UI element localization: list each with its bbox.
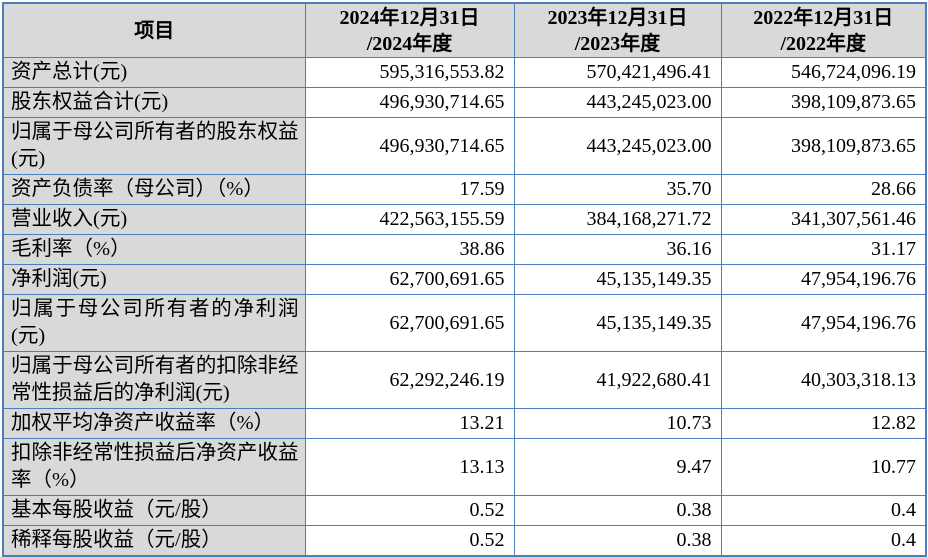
header-year-line: /2022年度 bbox=[780, 32, 867, 55]
cell-2022: 40,303,318.13 bbox=[720, 351, 927, 409]
cell-2023: 45,135,149.35 bbox=[513, 294, 722, 352]
header-year-line: /2024年度 bbox=[366, 32, 453, 55]
header-period-2024: 2024年12月31日 /2024年度 bbox=[304, 2, 515, 58]
cell-2023: 35.70 bbox=[513, 174, 722, 205]
table-row-net-profit: 净利润(元) 62,700,691.65 45,135,149.35 47,95… bbox=[2, 264, 927, 295]
cell-2022: 28.66 bbox=[720, 174, 927, 205]
table-row-parent-net-profit-excl-nonrecurring: 归属于母公司所有者的扣除非经常性损益后的净利润(元) 62,292,246.19… bbox=[2, 351, 927, 409]
table-row-diluted-eps: 稀释每股收益（元/股） 0.52 0.38 0.4 bbox=[2, 525, 927, 557]
cell-2023: 0.38 bbox=[513, 495, 722, 526]
row-label: 归属于母公司所有者的扣除非经常性损益后的净利润(元) bbox=[2, 351, 306, 409]
row-label: 净利润(元) bbox=[2, 264, 306, 295]
row-label: 扣除非经常性损益后净资产收益率（%） bbox=[2, 438, 306, 496]
cell-2022: 546,724,096.19 bbox=[720, 57, 927, 88]
table-row-total-equity: 股东权益合计(元) 496,930,714.65 443,245,023.00 … bbox=[2, 87, 927, 118]
cell-2022: 47,954,196.76 bbox=[720, 294, 927, 352]
cell-2022: 12.82 bbox=[720, 408, 927, 439]
cell-2024: 13.13 bbox=[304, 438, 515, 496]
cell-2023: 9.47 bbox=[513, 438, 722, 496]
cell-2024: 62,700,691.65 bbox=[304, 264, 515, 295]
row-label: 毛利率（%） bbox=[2, 234, 306, 265]
cell-2024: 17.59 bbox=[304, 174, 515, 205]
cell-2022: 10.77 bbox=[720, 438, 927, 496]
cell-2022: 398,109,873.65 bbox=[720, 117, 927, 175]
cell-2023: 443,245,023.00 bbox=[513, 87, 722, 118]
cell-2024: 0.52 bbox=[304, 525, 515, 557]
cell-2023: 384,168,271.72 bbox=[513, 204, 722, 235]
table-row-parent-equity: 归属于母公司所有者的股东权益(元) 496,930,714.65 443,245… bbox=[2, 117, 927, 175]
table-row-revenue: 营业收入(元) 422,563,155.59 384,168,271.72 34… bbox=[2, 204, 927, 235]
cell-2023: 10.73 bbox=[513, 408, 722, 439]
header-date-line: 2023年12月31日 bbox=[547, 6, 688, 29]
header-item-column: 项目 bbox=[2, 2, 306, 58]
cell-2023: 45,135,149.35 bbox=[513, 264, 722, 295]
cell-2024: 38.86 bbox=[304, 234, 515, 265]
cell-2023: 36.16 bbox=[513, 234, 722, 265]
table-row-parent-net-profit: 归属于母公司所有者的净利润(元) 62,700,691.65 45,135,14… bbox=[2, 294, 927, 352]
row-label: 归属于母公司所有者的股东权益(元) bbox=[2, 117, 306, 175]
cell-2024: 496,930,714.65 bbox=[304, 87, 515, 118]
header-period-2022: 2022年12月31日 /2022年度 bbox=[720, 2, 927, 58]
header-date-line: 2024年12月31日 bbox=[339, 6, 480, 29]
table-row-basic-eps: 基本每股收益（元/股） 0.52 0.38 0.4 bbox=[2, 495, 927, 526]
row-label: 资产负债率（母公司）（%） bbox=[2, 174, 306, 205]
table-row-gross-margin: 毛利率（%） 38.86 36.16 31.17 bbox=[2, 234, 927, 265]
cell-2022: 0.4 bbox=[720, 495, 927, 526]
table-row-weighted-avg-roe: 加权平均净资产收益率（%） 13.21 10.73 12.82 bbox=[2, 408, 927, 439]
cell-2022: 47,954,196.76 bbox=[720, 264, 927, 295]
cell-2024: 13.21 bbox=[304, 408, 515, 439]
table-row-roe-excl-nonrecurring: 扣除非经常性损益后净资产收益率（%） 13.13 9.47 10.77 bbox=[2, 438, 927, 496]
cell-2022: 31.17 bbox=[720, 234, 927, 265]
header-period-2023: 2023年12月31日 /2023年度 bbox=[513, 2, 722, 58]
cell-2024: 595,316,553.82 bbox=[304, 57, 515, 88]
cell-2022: 398,109,873.65 bbox=[720, 87, 927, 118]
cell-2023: 0.38 bbox=[513, 525, 722, 557]
cell-2023: 41,922,680.41 bbox=[513, 351, 722, 409]
header-row: 项目 2024年12月31日 /2024年度 2023年12月31日 /2023… bbox=[2, 2, 927, 58]
cell-2023: 443,245,023.00 bbox=[513, 117, 722, 175]
table-row-debt-ratio: 资产负债率（母公司）（%） 17.59 35.70 28.66 bbox=[2, 174, 927, 205]
header-date-line: 2022年12月31日 bbox=[753, 6, 894, 29]
cell-2024: 422,563,155.59 bbox=[304, 204, 515, 235]
row-label: 营业收入(元) bbox=[2, 204, 306, 235]
cell-2022: 0.4 bbox=[720, 525, 927, 557]
cell-2024: 62,292,246.19 bbox=[304, 351, 515, 409]
row-label: 稀释每股收益（元/股） bbox=[2, 525, 306, 557]
cell-2024: 496,930,714.65 bbox=[304, 117, 515, 175]
table-row-total-assets: 资产总计(元) 595,316,553.82 570,421,496.41 54… bbox=[2, 57, 927, 88]
cell-2024: 62,700,691.65 bbox=[304, 294, 515, 352]
cell-2023: 570,421,496.41 bbox=[513, 57, 722, 88]
row-label: 资产总计(元) bbox=[2, 57, 306, 88]
cell-2022: 341,307,561.46 bbox=[720, 204, 927, 235]
row-label: 股东权益合计(元) bbox=[2, 87, 306, 118]
row-label: 归属于母公司所有者的净利润(元) bbox=[2, 294, 306, 352]
header-year-line: /2023年度 bbox=[574, 32, 661, 55]
row-label: 基本每股收益（元/股） bbox=[2, 495, 306, 526]
cell-2024: 0.52 bbox=[304, 495, 515, 526]
row-label: 加权平均净资产收益率（%） bbox=[2, 408, 306, 439]
